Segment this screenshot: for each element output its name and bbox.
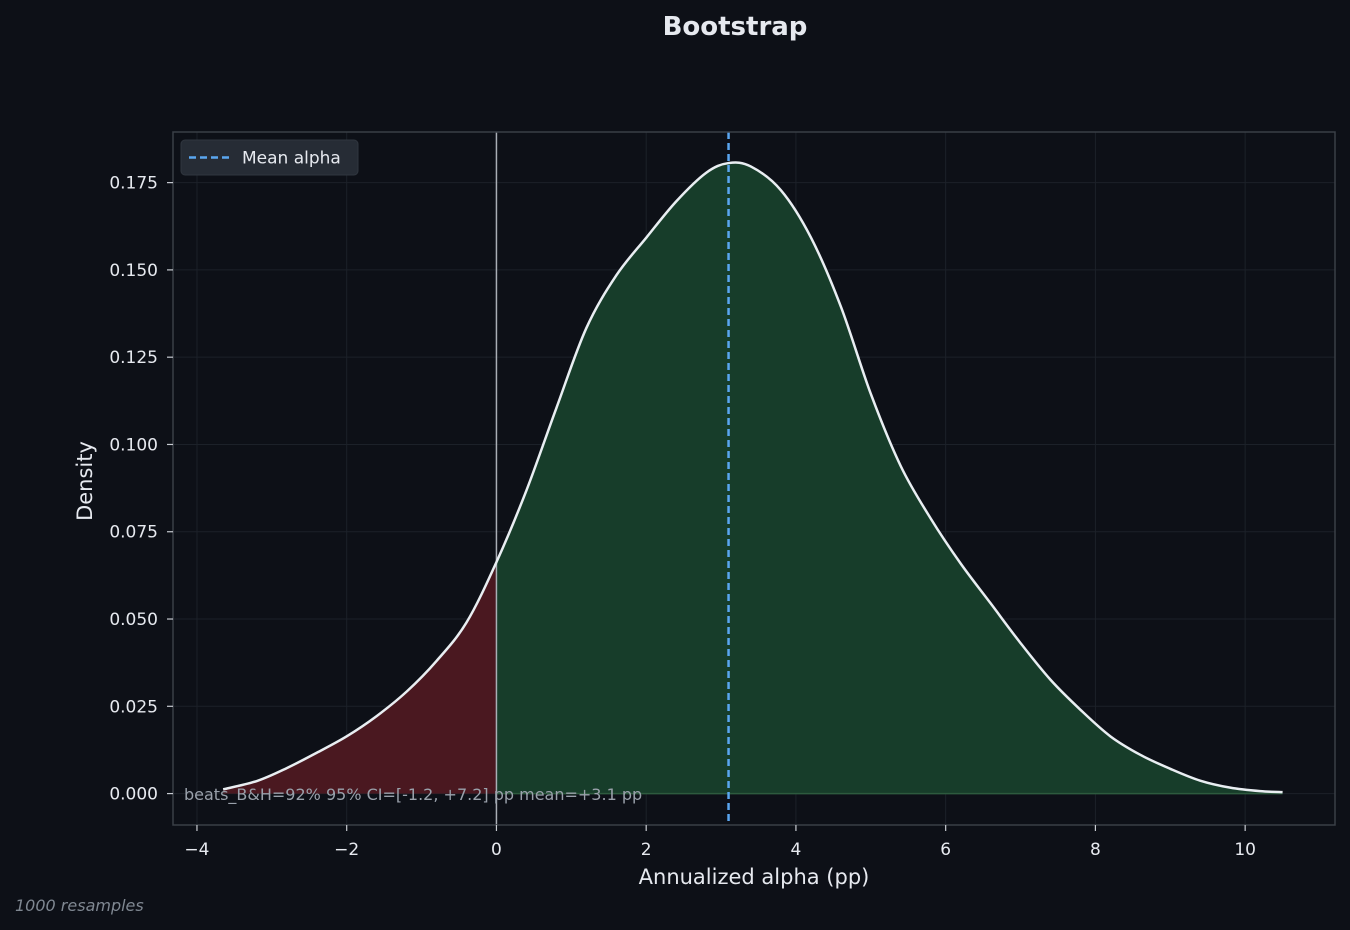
chart-title: Bootstrap xyxy=(663,12,808,42)
x-tick-label-4: 4 xyxy=(791,840,802,860)
y-tick-label-5: 0.125 xyxy=(109,348,158,368)
x-tick-label-3: 2 xyxy=(641,840,652,860)
stats-annotation: beats_B&H=92% 95% CI=[-1.2, +7.2] pp mea… xyxy=(184,785,642,805)
legend-box xyxy=(180,139,359,176)
y-axis-label: Density xyxy=(73,441,97,521)
y-tick-label-0: 0.000 xyxy=(109,785,158,805)
legend: Mean alpha xyxy=(180,139,359,176)
legend-label-mean-alpha: Mean alpha xyxy=(242,149,341,169)
density-curve xyxy=(222,161,1283,794)
footnote: 1000 resamples xyxy=(15,896,144,915)
y-tick-label-1: 0.025 xyxy=(109,697,158,717)
plot-frame xyxy=(172,131,1336,826)
x-tick-label-7: 10 xyxy=(1234,840,1256,860)
x-tick-label-1: −2 xyxy=(334,840,359,860)
y-axis-ticks: 0.000 0.025 0.050 0.075 0.100 0.125 0.150 0.175 xyxy=(109,174,173,805)
y-tick-label-2: 0.050 xyxy=(109,610,158,630)
x-axis-label: Annualized alpha (pp) xyxy=(639,865,870,889)
density-fills xyxy=(223,162,1283,795)
density-curve-layer xyxy=(222,161,1283,794)
x-tick-label-5: 6 xyxy=(940,840,951,860)
y-tick-label-7: 0.175 xyxy=(109,174,158,194)
y-tick-label-4: 0.100 xyxy=(109,435,158,455)
x-tick-label-0: −4 xyxy=(184,840,209,860)
y-tick-label-3: 0.075 xyxy=(109,523,158,543)
x-axis-ticks: −4 −2 0 2 4 6 8 10 xyxy=(184,825,1256,860)
y-tick-label-6: 0.150 xyxy=(109,261,158,281)
x-tick-label-6: 8 xyxy=(1090,840,1101,860)
reference-lines xyxy=(495,132,730,825)
x-tick-label-2: 0 xyxy=(491,840,502,860)
fill-positive-region xyxy=(496,162,1283,794)
fill-negative-region xyxy=(223,562,497,794)
